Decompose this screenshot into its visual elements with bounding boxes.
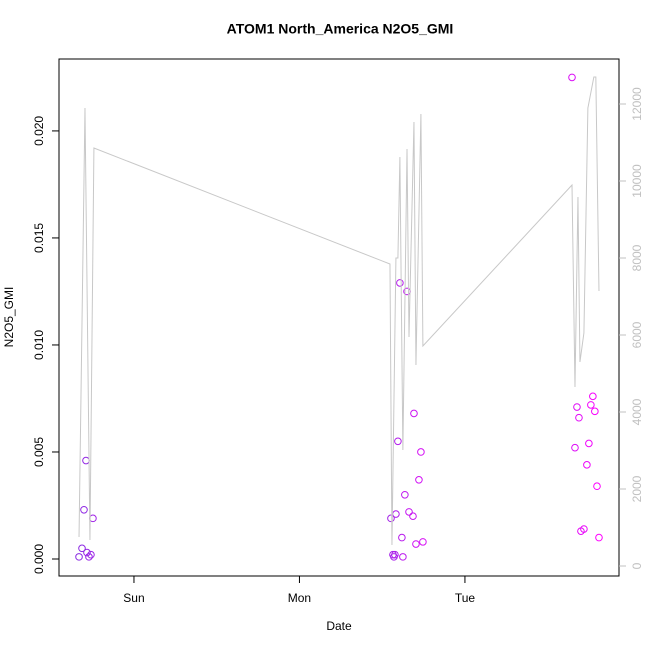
data-point — [573, 403, 581, 411]
data-point — [571, 443, 579, 452]
data-point — [75, 553, 83, 561]
data-point — [591, 407, 599, 416]
altitude-line — [78, 76, 600, 546]
data-point — [583, 461, 591, 469]
data-point — [580, 525, 588, 533]
data-point — [399, 553, 407, 561]
data-point — [595, 533, 603, 542]
y-axis-label: N2O5_GMI — [2, 287, 16, 348]
y2-tick-label: 8000 — [630, 244, 644, 271]
x-tick-label: Tue — [455, 591, 476, 605]
data-point — [396, 279, 404, 287]
plot-frame — [58, 58, 620, 577]
y-tick-label: 0.015 — [32, 223, 46, 253]
data-point — [83, 548, 91, 557]
data-point — [409, 512, 417, 520]
data-point — [78, 544, 86, 553]
y-tick-label: 0.020 — [32, 116, 46, 146]
data-point — [568, 73, 576, 82]
x-tick-label: Mon — [288, 591, 311, 605]
data-point — [401, 490, 409, 499]
y2-tick-label: 10000 — [630, 164, 644, 198]
data-point — [593, 482, 601, 491]
y2-tick-label: 12000 — [630, 87, 644, 121]
data-point — [585, 439, 593, 448]
data-point — [417, 448, 425, 456]
y2-tick-label: 4000 — [630, 398, 644, 425]
y-tick-label: 0.010 — [32, 330, 46, 360]
data-point — [587, 401, 595, 409]
data-point — [419, 538, 427, 546]
y2-tick-label: 2000 — [630, 475, 644, 502]
data-point — [391, 550, 399, 559]
data-point — [394, 437, 402, 446]
y-tick-label: 0.000 — [32, 544, 46, 574]
data-point — [392, 510, 400, 518]
y2-tick-label: 0 — [630, 562, 644, 569]
data-point — [410, 409, 418, 418]
data-point — [405, 508, 413, 516]
x-tick-label: Sun — [123, 591, 144, 605]
data-point — [387, 514, 395, 523]
data-point — [415, 476, 423, 484]
data-point — [82, 456, 90, 465]
y-tick-label: 0.005 — [32, 437, 46, 467]
data-point — [589, 392, 597, 401]
data-point — [412, 540, 420, 548]
data-point — [398, 533, 406, 542]
data-point — [80, 505, 88, 514]
x-axis-label: Date — [326, 619, 352, 633]
data-point — [85, 553, 93, 561]
y2-tick-label: 6000 — [630, 321, 644, 348]
data-point — [575, 413, 583, 422]
chart-title: ATOM1 North_America N2O5_GMI — [227, 21, 454, 37]
data-point — [87, 550, 95, 559]
